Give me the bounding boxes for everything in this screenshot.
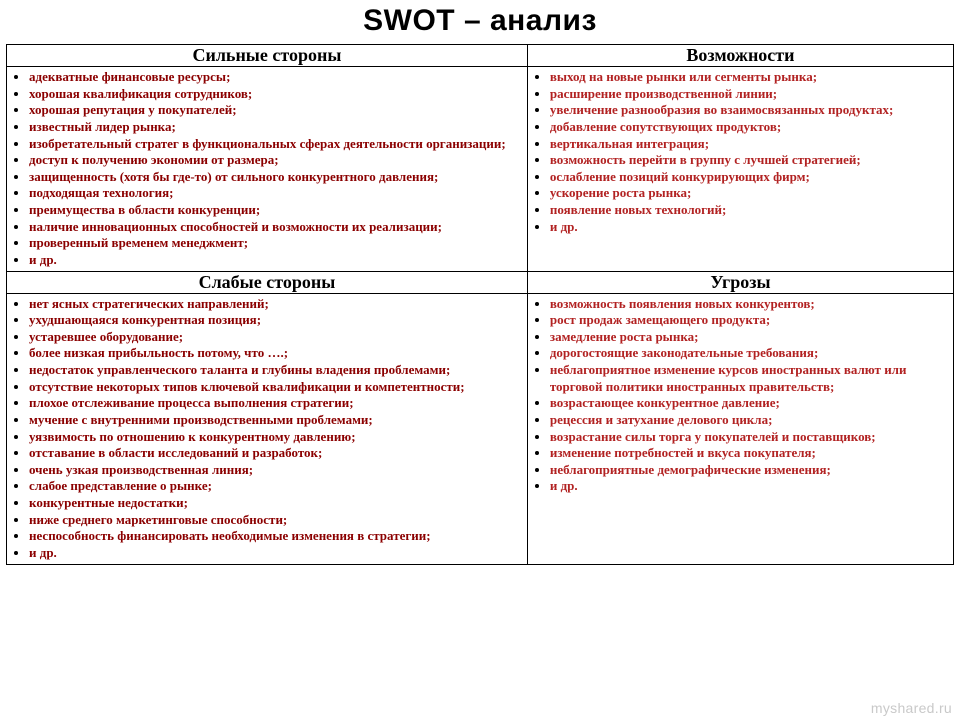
list-item: расширение производственной линии; [550, 86, 947, 103]
list-item: подходящая технология; [29, 185, 521, 202]
list-item: ослабление позиций конкурирующих фирм; [550, 169, 947, 186]
list-item: более низкая прибыльность потому, что ….… [29, 345, 521, 362]
list-item: недостаток управленческого таланта и глу… [29, 362, 521, 379]
list-item: замедление роста рынка; [550, 329, 947, 346]
list-item: увеличение разнообразия во взаимосвязанн… [550, 102, 947, 119]
list-threats: возможность появления новых конкурентов;… [550, 296, 947, 496]
list-item: возрастание силы торга у покупателей и п… [550, 429, 947, 446]
list-item: плохое отслеживание процесса выполнения … [29, 395, 521, 412]
list-item: уязвимость по отношению к конкурентному … [29, 429, 521, 446]
list-item: неспособность финансировать необходимые … [29, 528, 521, 545]
swot-table: Сильные стороны Возможности адекватные ф… [6, 44, 954, 565]
list-item: рецессия и затухание делового цикла; [550, 412, 947, 429]
header-opportunities: Возможности [527, 45, 953, 67]
swot-page: SWOT – анализ Сильные стороны Возможност… [0, 0, 960, 720]
list-item: ускорение роста рынка; [550, 185, 947, 202]
list-item: устаревшее оборудование; [29, 329, 521, 346]
list-item: доступ к получению экономии от размера; [29, 152, 521, 169]
list-item: дорогостоящие законодательные требования… [550, 345, 947, 362]
list-item: преимущества в области конкуренции; [29, 202, 521, 219]
list-opportunities: выход на новые рынки или сегменты рынка;… [550, 69, 947, 235]
cell-opportunities: выход на новые рынки или сегменты рынка;… [527, 67, 953, 272]
list-item: нет ясных стратегических направлений; [29, 296, 521, 313]
list-item: мучение с внутренними производственными … [29, 412, 521, 429]
list-item: очень узкая производственная линия; [29, 462, 521, 479]
list-item: неблагоприятное изменение курсов иностра… [550, 362, 947, 395]
list-item: возрастающее конкурентное давление; [550, 395, 947, 412]
list-item: хорошая репутация у покупателей; [29, 102, 521, 119]
header-threats: Угрозы [527, 271, 953, 293]
list-strengths: адекватные финансовые ресурсы; хорошая к… [29, 69, 521, 269]
list-item: и др. [29, 545, 521, 562]
list-item: выход на новые рынки или сегменты рынка; [550, 69, 947, 86]
cell-threats: возможность появления новых конкурентов;… [527, 293, 953, 564]
list-item: ухудшающаяся конкурентная позиция; [29, 312, 521, 329]
list-item: защищенность (хотя бы где-то) от сильног… [29, 169, 521, 186]
cell-weaknesses: нет ясных стратегических направлений; ух… [7, 293, 528, 564]
list-item: неблагоприятные демографические изменени… [550, 462, 947, 479]
list-item: и др. [29, 252, 521, 269]
list-item: изобретательный стратег в функциональных… [29, 136, 521, 153]
list-item: возможность перейти в группу с лучшей ст… [550, 152, 947, 169]
page-title: SWOT – анализ [6, 4, 954, 38]
list-item: наличие инновационных способностей и воз… [29, 219, 521, 236]
list-item: вертикальная интеграция; [550, 136, 947, 153]
header-weaknesses: Слабые стороны [7, 271, 528, 293]
list-item: появление новых технологий; [550, 202, 947, 219]
list-item: хорошая квалификация сотрудников; [29, 86, 521, 103]
list-item: и др. [550, 219, 947, 236]
list-item: конкурентные недостатки; [29, 495, 521, 512]
list-item: известный лидер рынка; [29, 119, 521, 136]
list-item: рост продаж замещающего продукта; [550, 312, 947, 329]
list-item: проверенный временем менеджмент; [29, 235, 521, 252]
list-item: адекватные финансовые ресурсы; [29, 69, 521, 86]
list-item: изменение потребностей и вкуса покупател… [550, 445, 947, 462]
list-item: отставание в области исследований и разр… [29, 445, 521, 462]
cell-strengths: адекватные финансовые ресурсы; хорошая к… [7, 67, 528, 272]
list-item: ниже среднего маркетинговые способности; [29, 512, 521, 529]
list-weaknesses: нет ясных стратегических направлений; ух… [29, 296, 521, 562]
list-item: отсутствие некоторых типов ключевой квал… [29, 379, 521, 396]
watermark: myshared.ru [871, 700, 952, 716]
list-item: слабое представление о рынке; [29, 478, 521, 495]
list-item: добавление сопутствующих продуктов; [550, 119, 947, 136]
list-item: и др. [550, 478, 947, 495]
list-item: возможность появления новых конкурентов; [550, 296, 947, 313]
header-strengths: Сильные стороны [7, 45, 528, 67]
